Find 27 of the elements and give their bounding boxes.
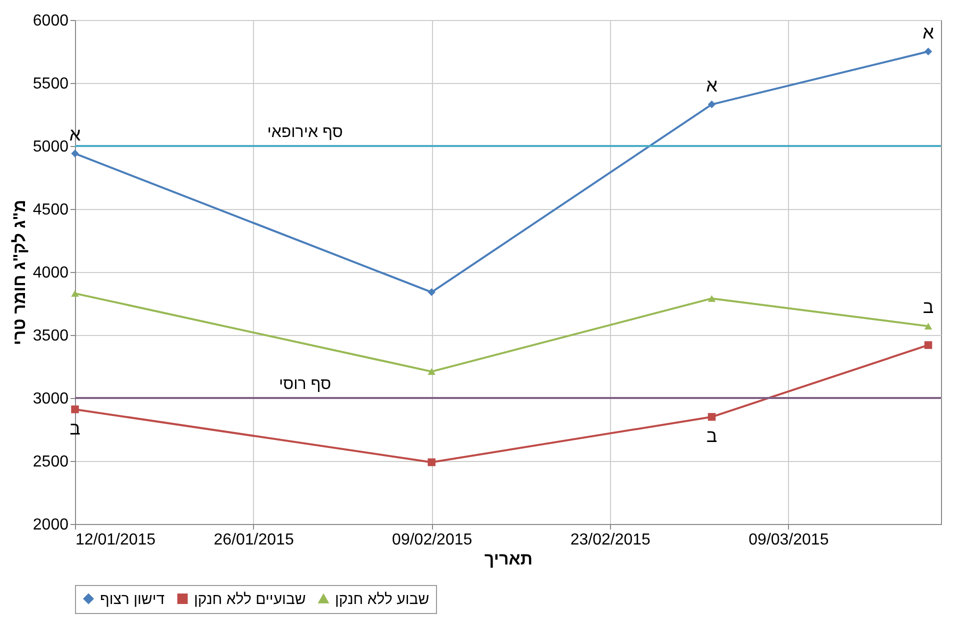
- legend-label: שבועיים ללא חנקן: [194, 590, 306, 608]
- annotation: א: [922, 22, 935, 42]
- y-tick-label: 5500: [32, 76, 69, 92]
- annotation: ב: [706, 426, 718, 446]
- x-tick-label: 09/02/2015: [392, 532, 472, 548]
- y-tick-label: 2000: [32, 516, 69, 534]
- annotation: א: [706, 75, 718, 96]
- annotation: א: [69, 124, 82, 145]
- x-tick-label: 12/01/2015: [76, 532, 156, 548]
- y-tick-label: 6000: [32, 12, 69, 30]
- ref-line-label: סף רוסי: [278, 376, 332, 393]
- y-tick-label: 4000: [32, 264, 69, 282]
- y-tick-label: 5000: [32, 138, 69, 156]
- ref-line-label: סף אירופאי: [267, 124, 343, 141]
- x-tick-label: 09/03/2015: [748, 532, 829, 548]
- x-tick-label: 26/01/2015: [214, 532, 294, 548]
- legend-label: דישון רצוף: [100, 590, 165, 608]
- x-tick-label: 23/02/2015: [570, 532, 651, 548]
- legend-label: שבוע ללא חנקן: [335, 590, 430, 608]
- annotation: ב: [70, 418, 81, 438]
- annotation: ב: [922, 297, 934, 318]
- x-axis-title: תאריך: [484, 550, 533, 568]
- y-tick-label: 3000: [32, 390, 69, 408]
- y-tick-label: 4500: [32, 202, 69, 218]
- y-tick-label: 2500: [32, 454, 69, 470]
- y-tick-label: 3500: [32, 328, 69, 344]
- y-axis-title: מ"ג לק"ג חומר טרי: [10, 200, 29, 346]
